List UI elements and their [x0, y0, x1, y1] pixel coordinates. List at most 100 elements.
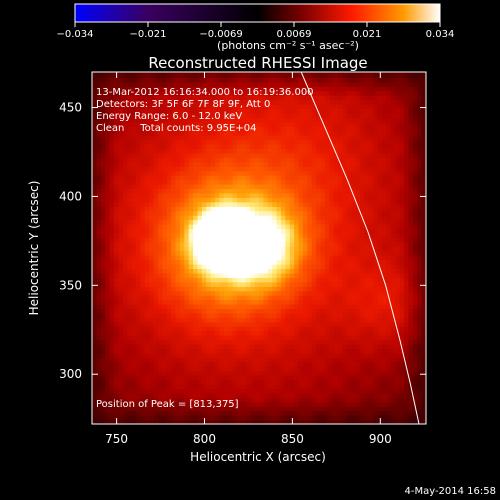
heatmap-cell	[228, 317, 234, 323]
heatmap-cell	[245, 135, 251, 141]
heatmap-cell	[329, 290, 335, 296]
heatmap-cell	[342, 255, 348, 261]
heatmap-cell	[386, 361, 392, 367]
heatmap-cell	[237, 224, 243, 230]
heatmap-cell	[171, 290, 177, 296]
heatmap-cell	[276, 197, 282, 203]
heatmap-cell	[92, 255, 97, 261]
heatmap-cell	[188, 184, 194, 190]
heatmap-cell	[171, 330, 177, 336]
heatmap-cell	[368, 166, 374, 172]
heatmap-cell	[250, 241, 256, 247]
heatmap-cell	[153, 344, 159, 350]
heatmap-cell	[298, 317, 304, 323]
heatmap-cell	[280, 308, 286, 314]
heatmap-cell	[351, 410, 357, 416]
heatmap-cell	[311, 290, 317, 296]
heatmap-cell	[272, 148, 278, 154]
heatmap-cell	[232, 148, 238, 154]
heatmap-cell	[280, 295, 286, 301]
heatmap-cell	[412, 290, 418, 296]
heatmap-cell	[254, 268, 260, 274]
heatmap-cell	[272, 250, 278, 256]
heatmap-cell	[250, 144, 256, 150]
heatmap-cell	[294, 192, 300, 198]
heatmap-cell	[193, 175, 199, 181]
heatmap-cell	[215, 339, 221, 345]
heatmap-cell	[201, 241, 207, 247]
heatmap-cell	[307, 308, 313, 314]
heatmap-cell	[232, 392, 238, 398]
heatmap-cell	[219, 268, 225, 274]
heatmap-cell	[298, 401, 304, 407]
heatmap-cell	[346, 144, 352, 150]
heatmap-cell	[311, 206, 317, 212]
heatmap-cell	[272, 152, 278, 158]
heatmap-cell	[201, 166, 207, 172]
heatmap-cell	[241, 130, 247, 136]
heatmap-cell	[395, 192, 401, 198]
heatmap-cell	[131, 344, 137, 350]
heatmap-cell	[157, 259, 163, 265]
heatmap-cell	[131, 246, 137, 252]
heatmap-cell	[135, 175, 141, 181]
heatmap-cell	[399, 259, 405, 265]
heatmap-cell	[364, 206, 370, 212]
heatmap-cell	[412, 326, 418, 332]
heatmap-cell	[109, 259, 115, 265]
heatmap-cell	[338, 210, 344, 216]
heatmap-cell	[368, 290, 374, 296]
heatmap-cell	[149, 259, 155, 265]
heatmap-cell	[382, 366, 388, 372]
heatmap-cell	[92, 295, 97, 301]
heatmap-cell	[153, 215, 159, 221]
heatmap-cell	[166, 250, 172, 256]
heatmap-cell	[267, 157, 273, 163]
heatmap-cell	[346, 339, 352, 345]
heatmap-cell	[241, 317, 247, 323]
heatmap-cell	[179, 375, 185, 381]
heatmap-cell	[140, 259, 146, 265]
heatmap-cell	[280, 415, 286, 421]
heatmap-cell	[316, 210, 322, 216]
heatmap-cell	[320, 206, 326, 212]
heatmap-cell	[175, 397, 181, 403]
heatmap-cell	[408, 219, 414, 225]
heatmap-cell	[232, 326, 238, 332]
heatmap-cell	[368, 330, 374, 336]
heatmap-cell	[254, 130, 260, 136]
heatmap-cell	[232, 228, 238, 234]
heatmap-cell	[113, 179, 119, 185]
heatmap-cell	[351, 255, 357, 261]
heatmap-cell	[280, 312, 286, 318]
heatmap-cell	[342, 348, 348, 354]
heatmap-cell	[109, 375, 115, 381]
heatmap-cell	[171, 188, 177, 194]
heatmap-cell	[219, 299, 225, 305]
heatmap-cell	[153, 197, 159, 203]
heatmap-cell	[105, 370, 111, 376]
heatmap-cell	[333, 188, 339, 194]
heatmap-cell	[175, 130, 181, 136]
heatmap-cell	[355, 157, 361, 163]
heatmap-cell	[105, 344, 111, 350]
heatmap-cell	[131, 224, 137, 230]
heatmap-cell	[346, 410, 352, 416]
heatmap-cell	[113, 379, 119, 385]
heatmap-cell	[109, 268, 115, 274]
heatmap-cell	[184, 281, 190, 287]
heatmap-cell	[166, 339, 172, 345]
heatmap-cell	[364, 352, 370, 358]
heatmap-cell	[368, 401, 374, 407]
heatmap-cell	[144, 268, 150, 274]
heatmap-cell	[360, 135, 366, 141]
heatmap-cell	[386, 152, 392, 158]
heatmap-cell	[382, 379, 388, 385]
heatmap-cell	[201, 206, 207, 212]
heatmap-cell	[162, 161, 168, 167]
heatmap-cell	[122, 250, 128, 256]
heatmap-cell	[250, 188, 256, 194]
heatmap-cell	[368, 384, 374, 390]
heatmap-cell	[373, 419, 379, 424]
heatmap-cell	[289, 384, 295, 390]
